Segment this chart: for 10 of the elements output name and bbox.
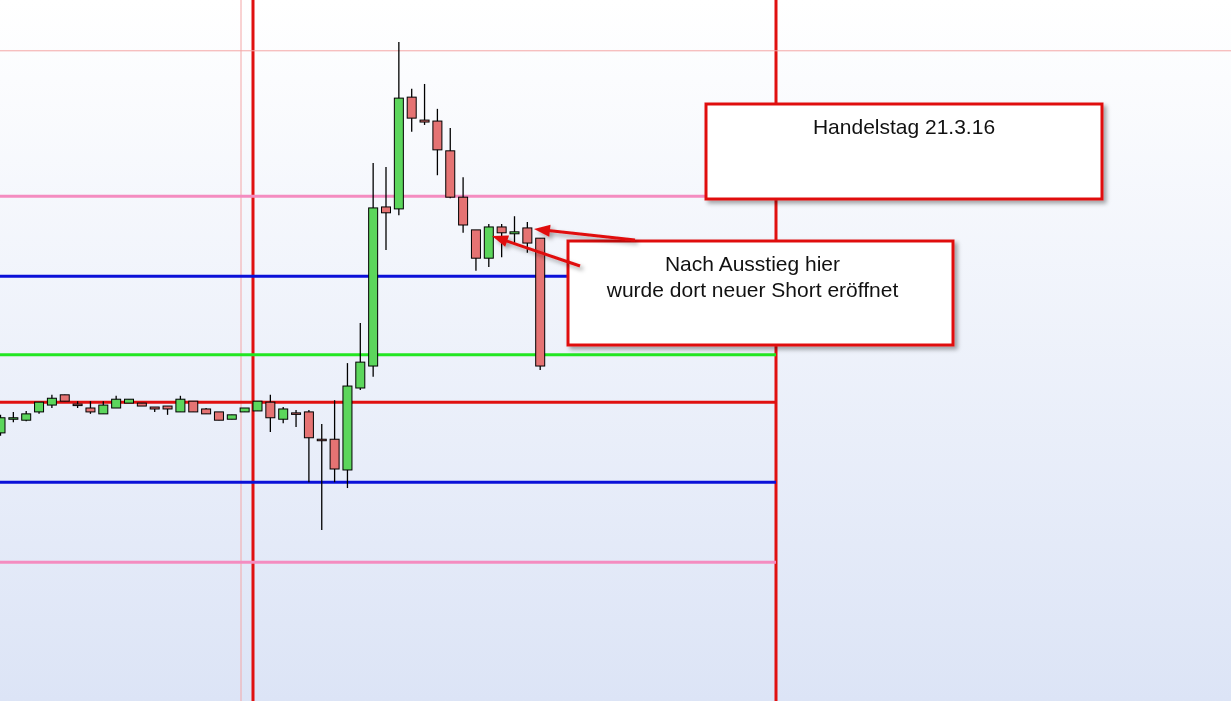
- candlestick: [522, 221, 533, 254]
- text: Handelstag 21.3.16: [812, 115, 996, 138]
- candlestick: [381, 166, 391, 251]
- candlestick: [265, 394, 276, 433]
- candlestick: [406, 88, 417, 133]
- candlestick: [509, 215, 520, 244]
- candlestick: [496, 223, 507, 258]
- text: Nach Ausstieg hier wurde dort neuer Short eröffnet: [605, 252, 899, 301]
- candlestick: [291, 409, 302, 428]
- candlestick: [419, 83, 430, 126]
